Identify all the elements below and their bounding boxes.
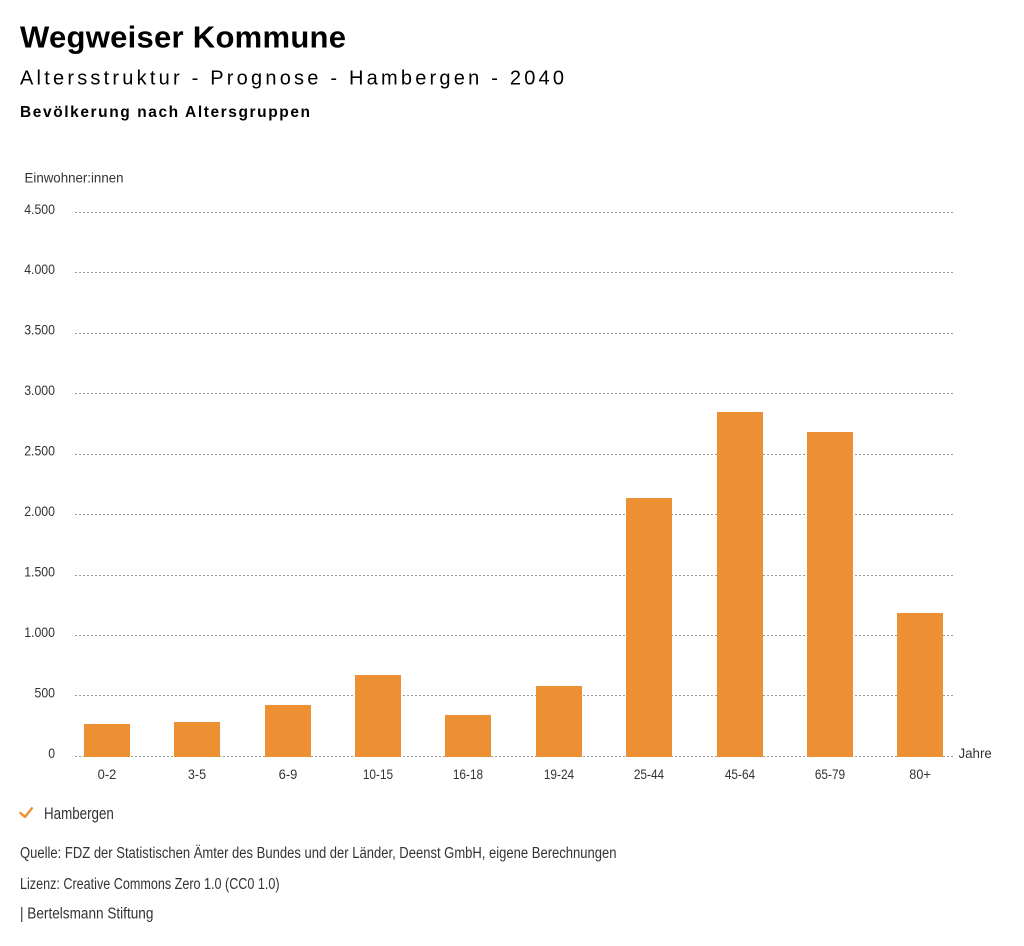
svg-text:4.500: 4.500 xyxy=(24,201,55,217)
svg-text:0: 0 xyxy=(48,745,55,761)
svg-text:80+: 80+ xyxy=(909,766,930,782)
svg-text:Hambergen: Hambergen xyxy=(44,804,114,823)
svg-text:65-79: 65-79 xyxy=(815,766,845,782)
svg-text:3.500: 3.500 xyxy=(24,322,55,338)
svg-text:45-64: 45-64 xyxy=(725,766,755,782)
svg-text:Quelle: FDZ der Statistischen: Quelle: FDZ der Statistischen Ämter des … xyxy=(20,845,617,862)
svg-text:4.000: 4.000 xyxy=(24,261,55,277)
svg-text:500: 500 xyxy=(35,684,56,700)
svg-text:Bevölkerung nach Altersgruppen: Bevölkerung nach Altersgruppen xyxy=(20,104,310,121)
svg-text:Lizenz: Creative Commons Zero: Lizenz: Creative Commons Zero 1.0 (CC0 1… xyxy=(20,876,280,893)
svg-text:6-9: 6-9 xyxy=(279,766,298,782)
svg-text:16-18: 16-18 xyxy=(453,766,483,782)
svg-text:3.000: 3.000 xyxy=(24,382,55,398)
svg-text:1.000: 1.000 xyxy=(24,624,55,640)
svg-text:Einwohner:innen: Einwohner:innen xyxy=(25,169,124,185)
svg-text:Jahre: Jahre xyxy=(959,745,992,761)
svg-text:2.000: 2.000 xyxy=(24,503,55,519)
svg-text:1.500: 1.500 xyxy=(24,564,55,580)
svg-text:2.500: 2.500 xyxy=(24,443,55,459)
svg-text:0-2: 0-2 xyxy=(98,766,117,782)
svg-text:3-5: 3-5 xyxy=(188,766,206,782)
svg-text:10-15: 10-15 xyxy=(363,766,393,782)
svg-text:19-24: 19-24 xyxy=(544,766,574,782)
svg-text:| Bertelsmann Stiftung: | Bertelsmann Stiftung xyxy=(20,906,153,923)
svg-text:25-44: 25-44 xyxy=(634,766,664,782)
svg-text:Wegweiser Kommune: Wegweiser Kommune xyxy=(20,19,346,54)
